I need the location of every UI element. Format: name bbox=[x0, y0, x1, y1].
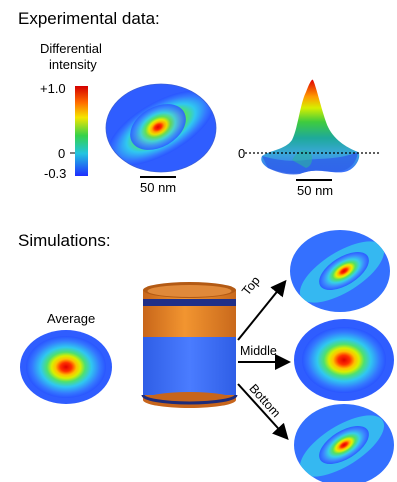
simulations-heading: Simulations: bbox=[18, 231, 111, 250]
nanowire-cylinder bbox=[141, 282, 238, 408]
colorbar-zero-label: 0 bbox=[58, 146, 66, 161]
colorbar-max-label: +1.0 bbox=[40, 81, 66, 96]
colorbar-title-line1: Differential bbox=[40, 41, 102, 56]
arrow-label-middle: Middle bbox=[240, 344, 277, 358]
scalebar-3d-label: 50 nm bbox=[297, 183, 334, 198]
experimental-intensity-map bbox=[106, 84, 216, 172]
colorbar-title-line2: intensity bbox=[49, 57, 97, 72]
experimental-heading: Experimental data: bbox=[18, 9, 160, 28]
arrow-bottom bbox=[237, 383, 289, 440]
colorbar bbox=[75, 86, 88, 176]
average-intensity-map bbox=[20, 330, 112, 404]
surface-zero-label: 0 bbox=[238, 146, 246, 161]
arrow-top bbox=[237, 279, 287, 341]
scalebar-2d-label: 50 nm bbox=[140, 180, 177, 195]
bottom-intensity-map bbox=[294, 404, 394, 482]
surface-plot bbox=[261, 79, 360, 175]
middle-intensity-map bbox=[294, 319, 394, 401]
average-label: Average bbox=[47, 311, 96, 326]
colorbar-min-label: -0.3 bbox=[44, 166, 67, 181]
top-intensity-map bbox=[290, 230, 390, 312]
